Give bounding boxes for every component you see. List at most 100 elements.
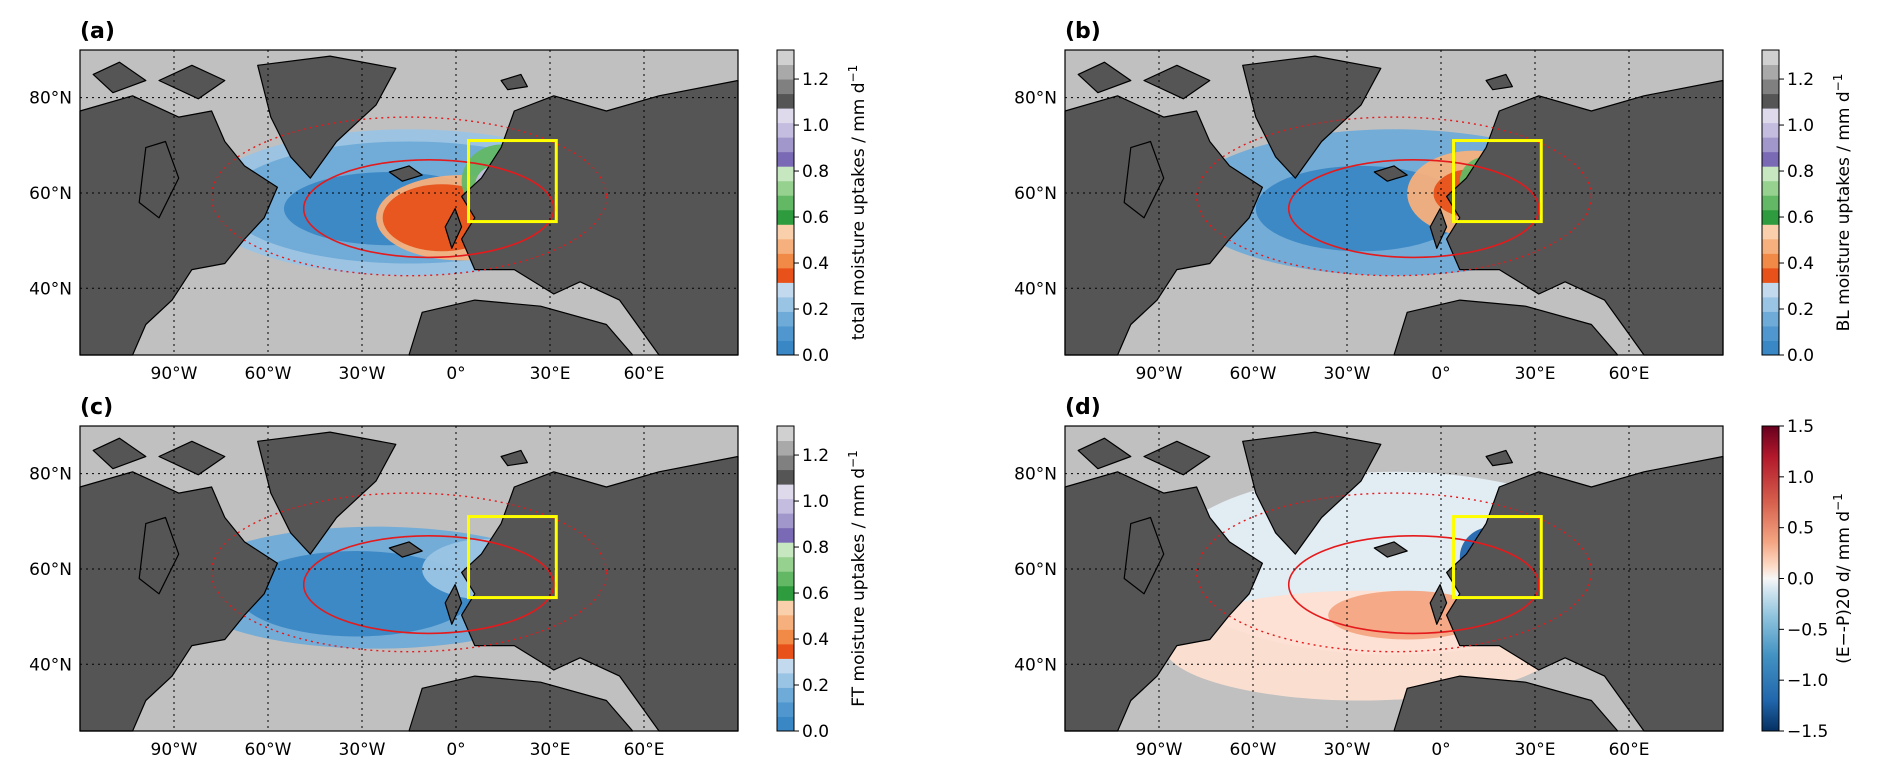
colorbar-segment — [1762, 50, 1779, 66]
lat-label: 60°N — [29, 184, 72, 204]
lon-label: 60°W — [1230, 740, 1277, 760]
colorbar-segment — [777, 93, 794, 109]
colorbar-tick-label: −0.5 — [1787, 620, 1828, 640]
lat-label: 60°N — [29, 560, 72, 580]
lat-label: 40°N — [29, 279, 72, 299]
colorbar-tick-label: 1.5 — [1787, 417, 1814, 437]
contour-lines — [210, 492, 608, 653]
colorbar-segment — [777, 600, 794, 616]
colorbar-label: (E−-P)20 d/ mm d−1 — [1831, 493, 1854, 664]
colorbar-tick-label: 1.0 — [802, 116, 829, 136]
colorbar-segment — [777, 571, 794, 587]
colorbar-segment — [777, 267, 794, 283]
colorbar-segment — [777, 658, 794, 674]
gridlines — [80, 426, 738, 731]
lon-label: 60°E — [1609, 740, 1650, 760]
colorbar-tick-label: 0.8 — [1787, 162, 1814, 182]
colorbar-segment — [1762, 224, 1779, 240]
colorbar-segment — [777, 629, 794, 645]
colorbar-segment — [777, 311, 794, 327]
colorbar-tick-label: 0.4 — [1787, 254, 1814, 274]
lon-label: 60°W — [245, 364, 292, 384]
map-frame — [1064, 49, 1724, 356]
contour-lines — [210, 116, 608, 277]
colorbar-segment — [777, 296, 794, 312]
panel-d: (d) 80°N 60°N 40°N 90°W 60°W 30°W 0° 30°E 60°E 1.5… — [1014, 395, 1854, 760]
colorbar-segment — [777, 325, 794, 341]
lon-label: 90°W — [151, 740, 198, 760]
colorbar-segment — [1762, 64, 1779, 80]
colorbar-segment — [777, 469, 794, 485]
colorbar-tick-label: 0.8 — [802, 538, 829, 558]
colorbar-segment — [1762, 340, 1779, 356]
panel-label: (d) — [1065, 395, 1101, 420]
colorbar-tick-label: −1.5 — [1787, 722, 1828, 742]
lon-label: 0° — [1431, 364, 1450, 384]
lon-label: 30°E — [530, 740, 571, 760]
colorbar-segment — [777, 50, 794, 66]
colorbar-segment — [777, 542, 794, 558]
colorbar-tick-label: 0.4 — [802, 630, 829, 650]
lat-label: 40°N — [29, 655, 72, 675]
lat-label: 40°N — [1014, 655, 1057, 675]
colorbar-segment — [1762, 93, 1779, 109]
colorbar-tick-label: 1.2 — [802, 446, 829, 466]
colorbar: 0.0 0.2 0.4 0.6 0.8 1.0 1.2 total moisture upta… — [776, 49, 869, 366]
colorbar-tick-label: 0.6 — [802, 208, 829, 228]
colorbar-segment — [777, 716, 794, 732]
region-box — [1452, 515, 1543, 600]
colorbar-tick-label: 0.2 — [802, 300, 829, 320]
colorbar-segment — [777, 166, 794, 182]
lat-label: 60°N — [1014, 560, 1057, 580]
panel-c: (c) 80°N 60°N 40°N 90°W 60°W 30°W 0° 30°E 60°E 0.0… — [29, 395, 869, 760]
colorbar-tick-label: 0.0 — [1787, 570, 1814, 590]
colorbar-segment — [1762, 253, 1779, 269]
lon-label: 0° — [1431, 740, 1450, 760]
colorbar-tick-label: 0.4 — [802, 254, 829, 274]
colorbar-tick-label: 0.5 — [1787, 519, 1814, 539]
lon-label: 90°W — [1136, 364, 1183, 384]
gridlines — [80, 50, 738, 355]
colorbar-segment — [777, 556, 794, 572]
colorbar-segment — [777, 484, 794, 500]
colorbar-tick-label: 0.6 — [1787, 208, 1814, 228]
colorbar-segment — [1762, 137, 1779, 153]
colorbar-segment — [1762, 238, 1779, 254]
land-mass — [1064, 431, 1724, 732]
colorbar-segment — [777, 64, 794, 80]
lat-label: 80°N — [1014, 89, 1057, 109]
colorbar-label: BL moisture uptakes / mm d−1 — [1831, 74, 1854, 332]
lon-label: 60°W — [245, 740, 292, 760]
gridlines — [1065, 50, 1723, 355]
colorbar-tick-label: 1.2 — [1787, 70, 1814, 90]
lon-label: 30°W — [339, 364, 386, 384]
colorbar-segment — [777, 498, 794, 514]
lon-label: 60°W — [1230, 364, 1277, 384]
panel-label: (b) — [1065, 19, 1101, 44]
colorbar-tick-label: 0.0 — [802, 346, 829, 366]
colorbar-segment — [1762, 296, 1779, 312]
lon-label: 90°W — [1136, 740, 1183, 760]
colorbar: 0.0 0.2 0.4 0.6 0.8 1.0 1.2 BL moisture uptakes… — [1761, 49, 1854, 366]
colorbar-segment — [1762, 311, 1779, 327]
colorbar-segment — [777, 79, 794, 95]
lat-label: 60°N — [1014, 184, 1057, 204]
colorbar-segment — [777, 253, 794, 269]
colorbar-segment — [777, 672, 794, 688]
panel-label: (a) — [80, 19, 115, 44]
colorbar-tick-label: 0.8 — [802, 162, 829, 182]
colorbar-segment — [777, 238, 794, 254]
colorbar-segment — [1762, 151, 1779, 167]
colorbar-segment — [777, 195, 794, 211]
land-mass — [79, 431, 739, 732]
colorbar-tick-label: 1.2 — [802, 70, 829, 90]
land-mass — [1064, 55, 1724, 356]
colorbar-segment — [1762, 325, 1779, 341]
colorbar-segment — [777, 151, 794, 167]
colorbar-gradient — [1762, 426, 1779, 731]
colorbar-segment — [1762, 267, 1779, 283]
colorbar-tick-label: 1.0 — [802, 492, 829, 512]
lon-label: 30°W — [1324, 364, 1371, 384]
colorbar-segment — [777, 614, 794, 630]
